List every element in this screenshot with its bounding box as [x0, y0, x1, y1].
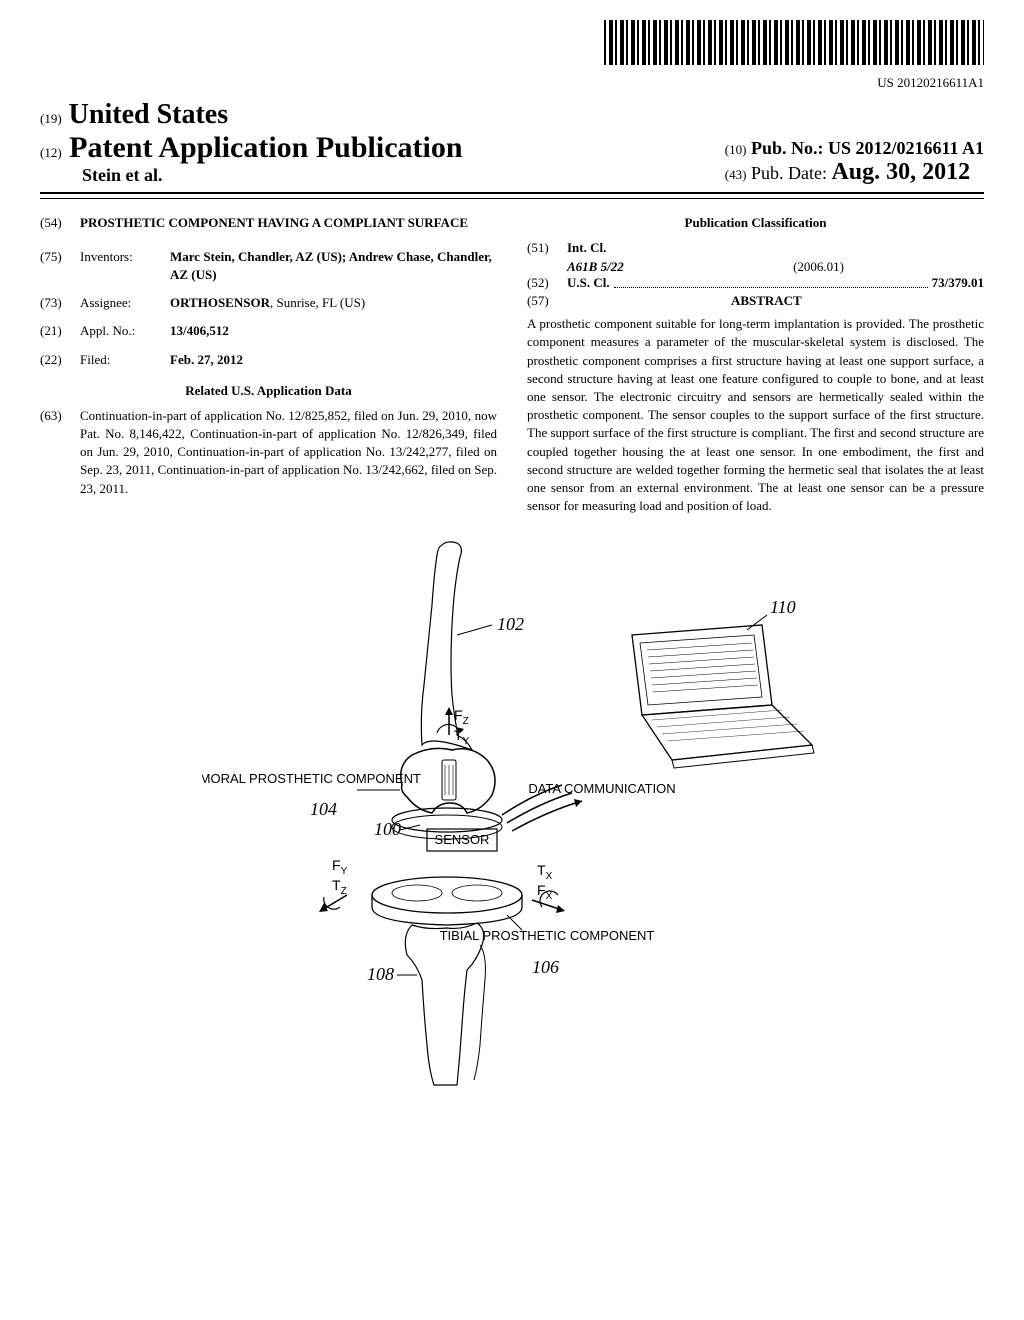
related-row: (63) Continuation-in-part of application…	[40, 407, 497, 498]
classification-block: (51) Int. Cl. A61B 5/22 (2006.01) (52) U…	[527, 239, 984, 291]
ref-110: 110	[770, 597, 796, 617]
applno-num: (21)	[40, 322, 80, 340]
title-block: (54) PROSTHETIC COMPONENT HAVING A COMPL…	[40, 215, 497, 232]
inventors-row: (75) Inventors: Marc Stein, Chandler, AZ…	[40, 248, 497, 284]
laptop	[632, 625, 814, 768]
assignee-name: ORTHOSENSOR	[170, 295, 270, 310]
pub-no-line: (10) Pub. No.: US 2012/0216611 A1	[725, 138, 984, 159]
header: (19) United States (12) Patent Applicati…	[40, 99, 984, 194]
arrowhead-fx	[556, 905, 565, 913]
title-num: (54)	[40, 215, 80, 232]
arrowhead-fz	[445, 707, 453, 715]
label-tx: TX	[537, 862, 553, 882]
prefix-12: (12)	[40, 145, 62, 160]
figure-svg: 102 FZ TY FEMORAL PROSTHETIC COMPONENT 1…	[202, 535, 822, 1095]
laptop-screen-inner	[640, 635, 762, 705]
left-column: (54) PROSTHETIC COMPONENT HAVING A COMPL…	[40, 215, 497, 515]
ref-100: 100	[374, 819, 401, 839]
pub-date-line: (43) Pub. Date: Aug. 30, 2012	[725, 159, 984, 186]
barcode-number: US 20120216611A1	[40, 75, 984, 91]
pub-date-label: Pub. Date:	[751, 163, 827, 183]
assignee-num: (73)	[40, 294, 80, 312]
intcl-row: (51) Int. Cl.	[527, 239, 984, 257]
intcl-num: (51)	[527, 239, 567, 257]
intcl-code: A61B 5/22	[567, 259, 624, 275]
filed-num: (22)	[40, 351, 80, 369]
tibial-cup-r	[452, 885, 502, 901]
assignee-row: (73) Assignee: ORTHOSENSOR, Sunrise, FL …	[40, 294, 497, 312]
barcode-area	[40, 20, 984, 70]
sensor-label: SENSOR	[435, 832, 490, 847]
country-text: United States	[69, 99, 228, 130]
intcl-code-row: A61B 5/22 (2006.01)	[567, 259, 984, 275]
filed-val: Feb. 27, 2012	[170, 351, 497, 369]
prefix-19: (19)	[40, 111, 62, 126]
barcode	[604, 20, 984, 65]
tibial-label: TIBIAL PROSTHETIC COMPONENT	[440, 928, 655, 943]
related-text: Continuation-in-part of application No. …	[80, 407, 497, 498]
applno-val: 13/406,512	[170, 322, 497, 340]
leader-110	[747, 615, 767, 630]
figure-area: 102 FZ TY FEMORAL PROSTHETIC COMPONENT 1…	[40, 535, 984, 1100]
abstract-heading: (57) ABSTRACT	[527, 293, 984, 309]
prefix-10: (10)	[725, 142, 747, 157]
leader-102	[457, 625, 492, 635]
uscl-num: (52)	[527, 275, 567, 291]
title-text: PROSTHETIC COMPONENT HAVING A COMPLIANT …	[80, 215, 468, 232]
assignee-label: Assignee:	[80, 294, 170, 312]
pub-no-value: US 2012/0216611 A1	[828, 138, 984, 158]
comm-arc3	[512, 801, 582, 831]
tibial-tray-side	[372, 895, 522, 925]
assignee-loc: , Sunrise, FL (US)	[270, 295, 365, 310]
intcl-label: Int. Cl.	[567, 239, 984, 257]
tibia-outline	[405, 923, 483, 1085]
right-column: Publication Classification (51) Int. Cl.…	[527, 215, 984, 515]
inventors-label: Inventors:	[80, 248, 170, 284]
inventors-names: Marc Stein, Chandler, AZ (US); Andrew Ch…	[170, 248, 497, 284]
uscl-dots	[614, 275, 928, 288]
ref-108: 108	[367, 964, 394, 984]
uscl-row: (52) U.S. Cl. 73/379.01	[527, 275, 984, 291]
tibial-tray-top	[372, 877, 522, 913]
filed-row: (22) Filed: Feb. 27, 2012	[40, 351, 497, 369]
tibial-cup-l	[392, 885, 442, 901]
abstract-num: (57)	[527, 293, 549, 309]
classification-heading: Publication Classification	[527, 215, 984, 231]
abstract-text: A prosthetic component suitable for long…	[527, 315, 984, 515]
ref-104: 104	[310, 799, 337, 819]
applno-row: (21) Appl. No.: 13/406,512	[40, 322, 497, 340]
ref-106: 106	[532, 957, 559, 977]
fibula-outline	[474, 945, 485, 1080]
columns: (54) PROSTHETIC COMPONENT HAVING A COMPL…	[40, 215, 984, 515]
country-line: (19) United States	[40, 99, 463, 131]
label-ty: TY	[454, 727, 470, 747]
pub-type-line: (12) Patent Application Publication	[40, 131, 463, 165]
related-heading: Related U.S. Application Data	[40, 383, 497, 399]
laptop-keyboard	[642, 705, 812, 760]
authors-line: Stein et al.	[82, 165, 463, 186]
prefix-43: (43)	[725, 167, 747, 182]
inventors-num: (75)	[40, 248, 80, 284]
femoral-label: FEMORAL PROSTHETIC COMPONENT	[202, 771, 421, 786]
pub-type-text: Patent Application Publication	[69, 131, 462, 164]
label-tz: TZ	[332, 877, 347, 897]
uscl-val: 73/379.01	[932, 275, 984, 291]
applno-label: Appl. No.:	[80, 322, 170, 340]
related-num: (63)	[40, 407, 80, 498]
intcl-year: (2006.01)	[793, 259, 844, 275]
ref-102: 102	[497, 614, 524, 634]
comm-arrowhead	[574, 799, 582, 807]
pub-no-label: Pub. No.:	[751, 138, 824, 158]
label-fy: FY	[332, 857, 348, 877]
filed-label: Filed:	[80, 351, 170, 369]
pub-date-value: Aug. 30, 2012	[831, 159, 970, 185]
assignee-val: ORTHOSENSOR, Sunrise, FL (US)	[170, 294, 497, 312]
abstract-heading-text: ABSTRACT	[731, 293, 802, 308]
header-right: (10) Pub. No.: US 2012/0216611 A1 (43) P…	[725, 138, 984, 186]
uscl-label: U.S. Cl.	[567, 275, 610, 291]
divider	[40, 198, 984, 199]
laptop-base	[672, 745, 814, 768]
header-left: (19) United States (12) Patent Applicati…	[40, 99, 463, 186]
